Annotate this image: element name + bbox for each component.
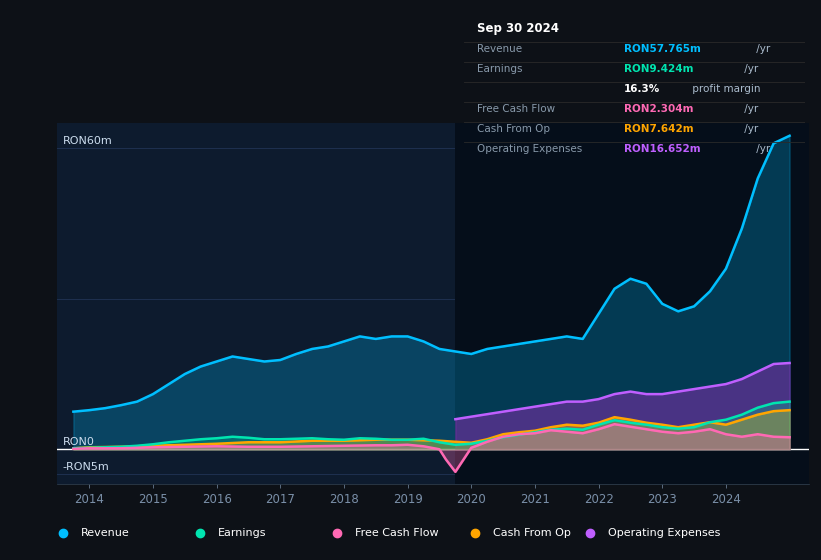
Text: RON7.642m: RON7.642m [624,124,694,134]
Text: Revenue: Revenue [80,529,130,538]
Text: Sep 30 2024: Sep 30 2024 [478,22,559,35]
Text: /yr: /yr [754,144,771,154]
Text: Revenue: Revenue [478,44,523,54]
Text: RON2.304m: RON2.304m [624,104,694,114]
Text: RON16.652m: RON16.652m [624,144,700,154]
Text: Cash From Op: Cash From Op [493,529,571,538]
Bar [456,123,809,484]
Text: RON57.765m: RON57.765m [624,44,701,54]
Text: Free Cash Flow: Free Cash Flow [355,529,439,538]
Text: Operating Expenses: Operating Expenses [608,529,721,538]
Text: Earnings: Earnings [218,529,267,538]
Text: RON60m: RON60m [62,136,112,146]
Text: /yr: /yr [741,124,758,134]
Text: 16.3%: 16.3% [624,84,660,94]
Text: /yr: /yr [754,44,771,54]
Text: Operating Expenses: Operating Expenses [478,144,583,154]
Text: /yr: /yr [741,104,758,114]
Text: /yr: /yr [741,64,758,74]
Text: -RON5m: -RON5m [62,463,109,473]
Text: RON9.424m: RON9.424m [624,64,694,74]
Text: Earnings: Earnings [478,64,523,74]
Text: RON0: RON0 [62,437,94,447]
Text: profit margin: profit margin [689,84,760,94]
Text: Cash From Op: Cash From Op [478,124,551,134]
Text: Free Cash Flow: Free Cash Flow [478,104,556,114]
